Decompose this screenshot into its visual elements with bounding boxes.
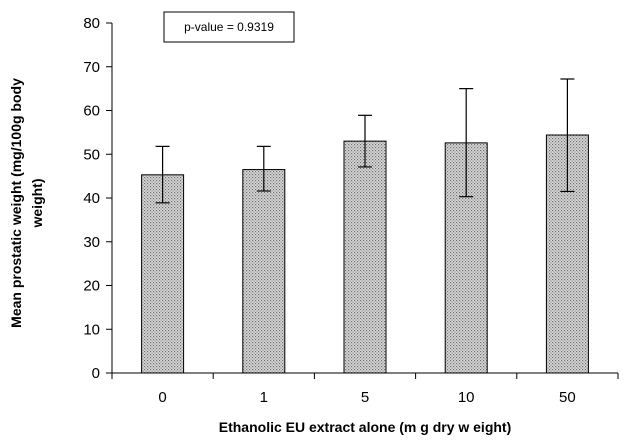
- y-axis-title-line-1: Mean prostatic weight (mg/100g body: [8, 78, 24, 328]
- y-tick-label: 30: [83, 234, 100, 251]
- y-tick-label: 80: [83, 15, 100, 32]
- y-tick-label: 0: [92, 365, 100, 382]
- bar-5: [343, 140, 387, 374]
- y-tick-label: 50: [83, 146, 100, 163]
- p-value-text: p-value = 0.9319: [184, 20, 274, 34]
- x-tick-label: 10: [458, 389, 475, 406]
- plot-area: 0 10 20 30 40 50 60 70 80 0 1 5 10 50: [83, 15, 619, 406]
- x-tick-label: 5: [361, 389, 369, 406]
- y-tick-label: 10: [83, 321, 100, 338]
- p-value-frame: [163, 11, 295, 43]
- y-tick-label: 20: [83, 278, 100, 295]
- bar-1: [242, 169, 286, 374]
- y-axis-title-line-2: weight): [29, 179, 45, 229]
- p-value-box: p-value = 0.9319: [163, 11, 295, 43]
- y-tick-label: 40: [83, 190, 100, 207]
- x-axis-title: Ethanolic EU extract alone (m g dry w ei…: [219, 419, 512, 435]
- x-tick-label: 0: [158, 389, 166, 406]
- bar-0: [141, 174, 185, 374]
- y-tick-label: 70: [83, 59, 100, 76]
- x-tick-label: 1: [260, 389, 268, 406]
- y-tick-label: 60: [83, 103, 100, 120]
- x-tick-label: 50: [559, 389, 576, 406]
